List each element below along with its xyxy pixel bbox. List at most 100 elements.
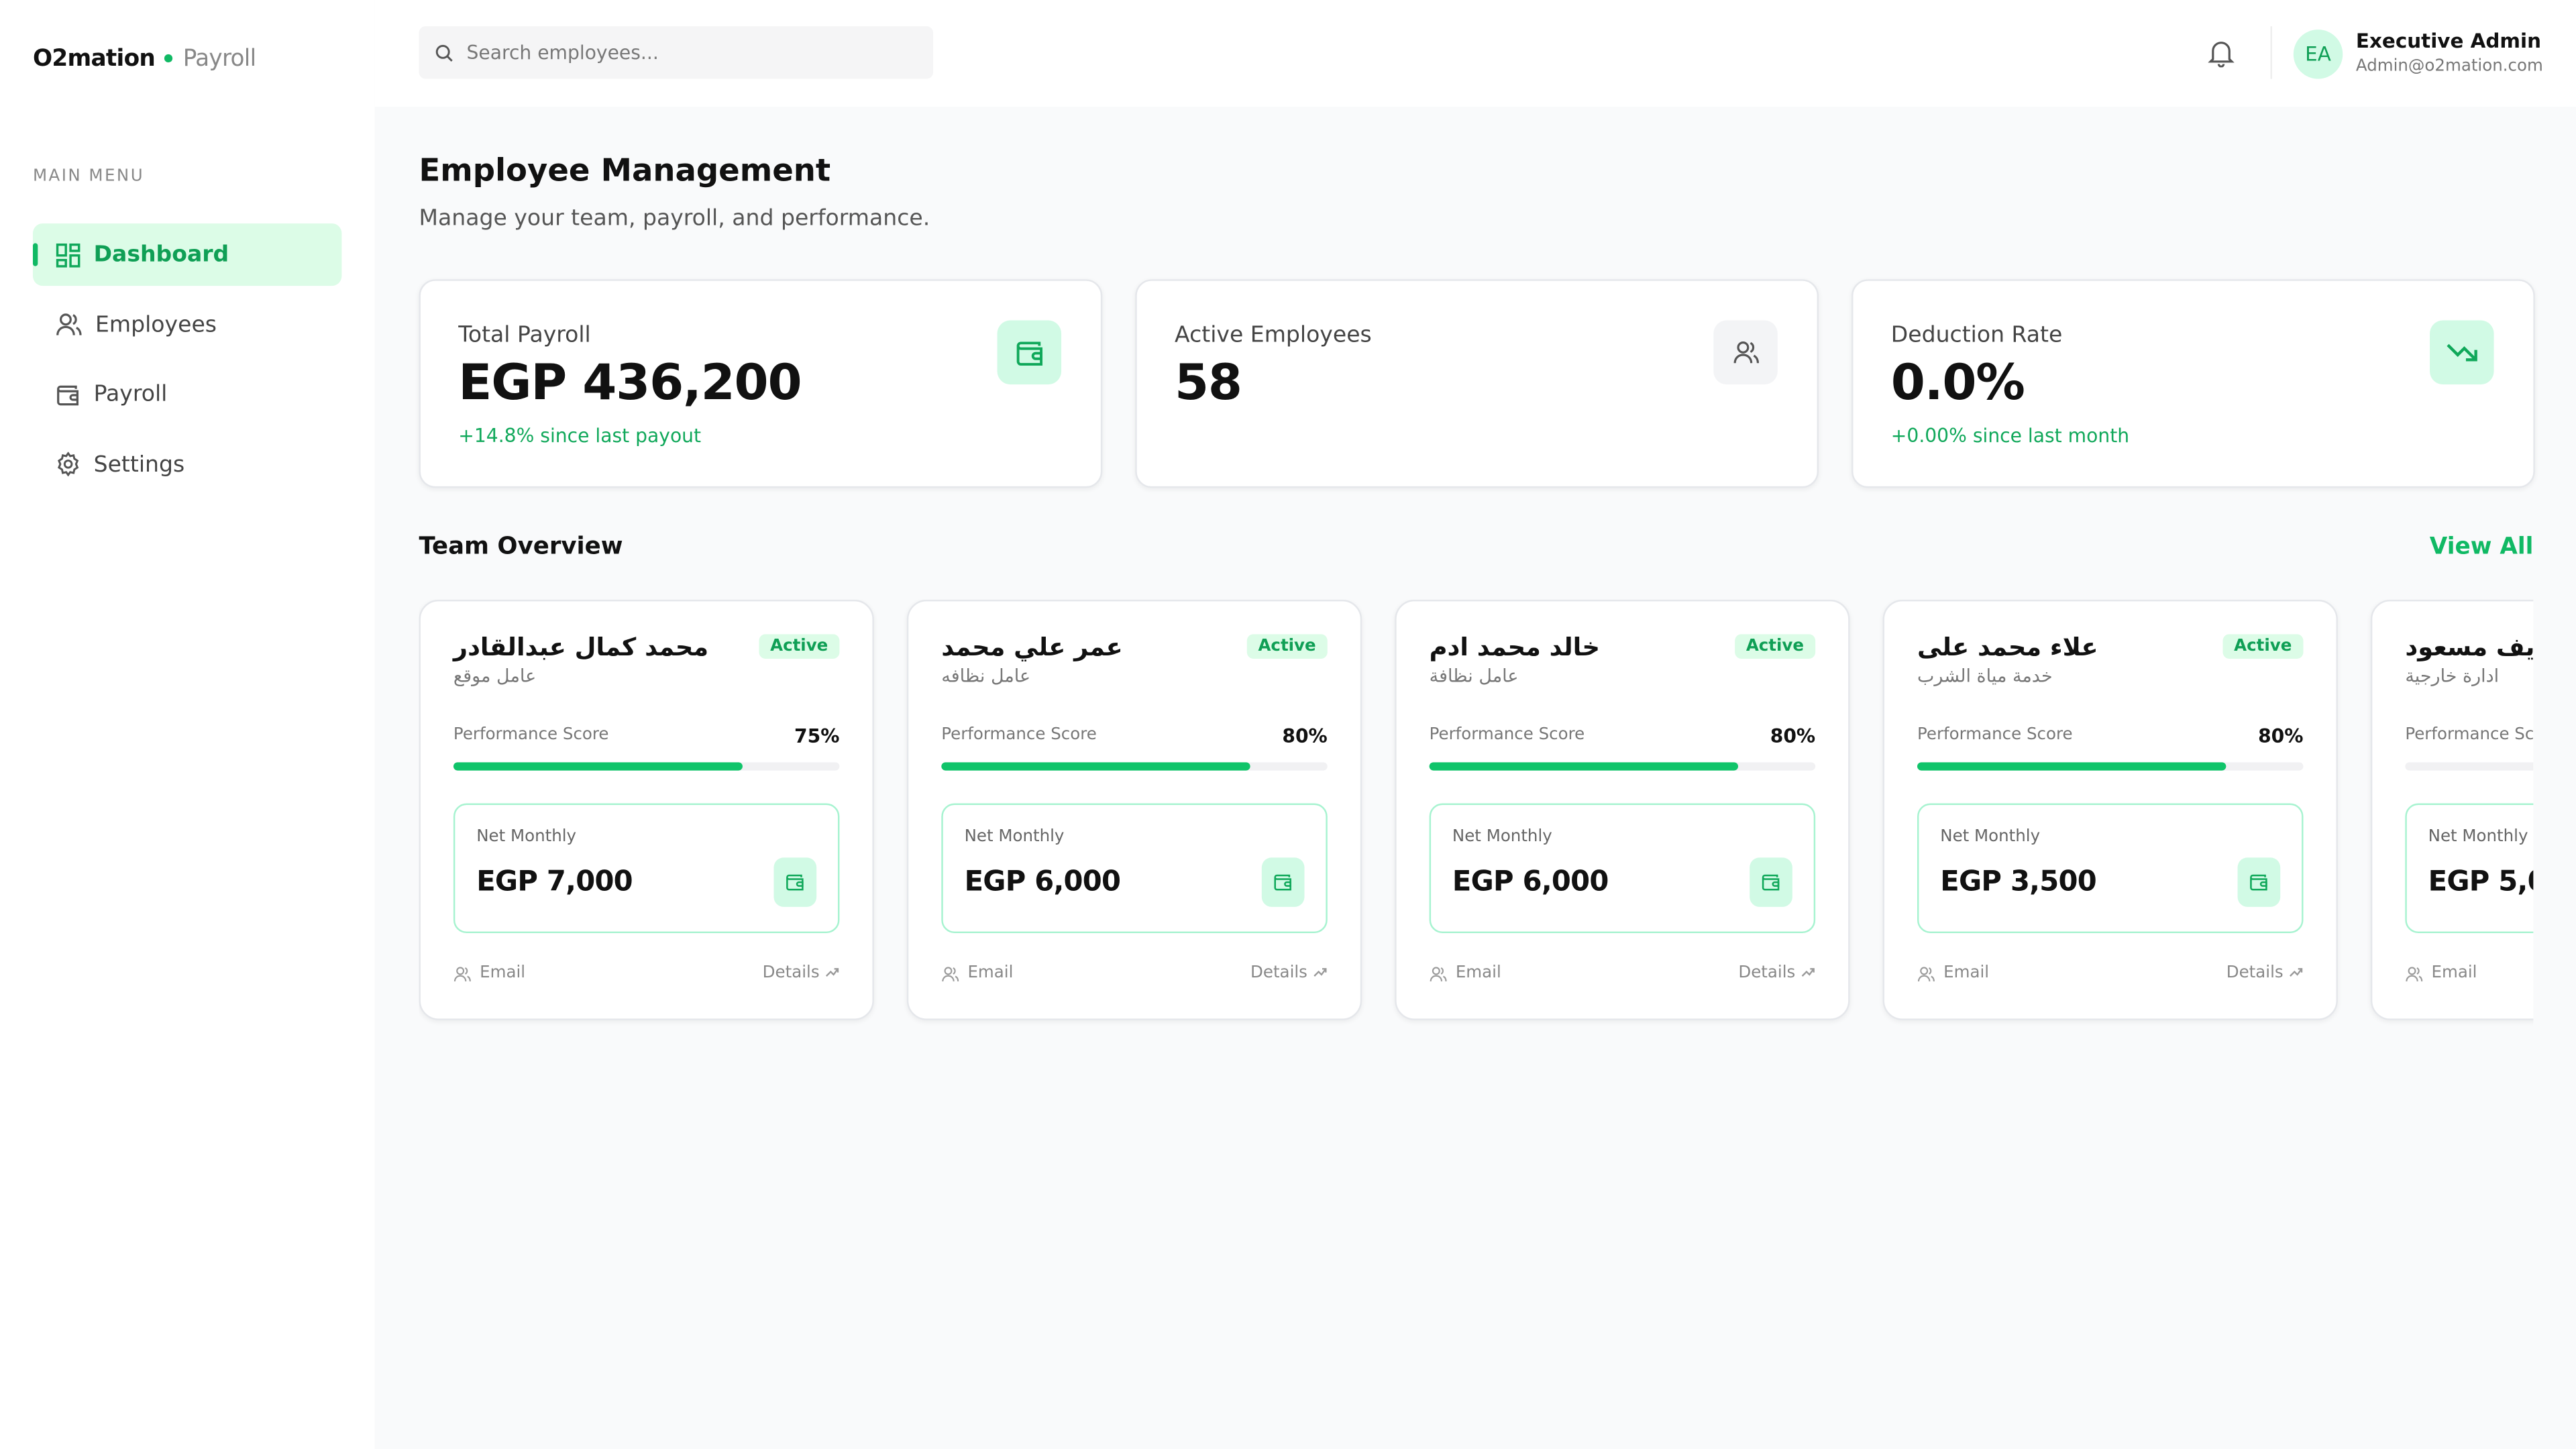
status-badge: Active	[2222, 634, 2304, 659]
employee-card[interactable]: عمر علي محمد عامل نظافه Active Performance …	[906, 599, 1362, 1020]
details-link[interactable]: Details	[1738, 965, 1815, 983]
nav-label: Payroll	[93, 381, 168, 408]
email-label: Email	[2431, 964, 2477, 983]
nav-label: Employees	[95, 311, 217, 338]
net-box: Net Monthly EGP 3,500	[1917, 803, 2304, 934]
net-label: Net Monthly	[2428, 828, 2528, 847]
search-icon	[435, 44, 453, 61]
employee-name: خالد محمد ادم	[1429, 632, 1600, 662]
nav-icon	[58, 451, 79, 477]
net-label: Net Monthly	[1452, 828, 1552, 847]
net-label: Net Monthly	[476, 828, 577, 847]
details-link[interactable]: Details	[1250, 965, 1328, 983]
brand[interactable]: O2mation Payroll	[33, 46, 256, 72]
brand-name: O2mation	[32, 46, 156, 72]
view-all[interactable]: View All	[2429, 533, 2534, 561]
topbar: Search employees... EA Executive Admin A…	[374, 0, 2576, 107]
score-label: Performance Score	[1917, 726, 2073, 745]
user-email: Admin@o2mation.com	[2355, 57, 2543, 76]
nav-item[interactable]: Dashboard	[32, 223, 342, 286]
team-title: Team Overview	[419, 533, 623, 561]
email-link[interactable]: Email	[453, 965, 525, 983]
stat-label: Active Employees	[1175, 322, 1372, 349]
details-icon	[2290, 968, 2303, 977]
nav: Dashboard Employees Payroll Settings	[32, 223, 342, 502]
nav-icon	[56, 242, 80, 267]
stat-icon	[2430, 320, 2494, 385]
page-subtitle: Manage your team, payroll, and performan…	[419, 205, 930, 232]
score-track	[1429, 762, 1816, 771]
net-amount: EGP 5,000	[2428, 865, 2534, 899]
score-value: 80%	[2258, 724, 2304, 748]
nav-icon	[57, 384, 79, 405]
details-icon	[1801, 968, 1815, 977]
stat-delta: +14.8% since last payout	[458, 423, 702, 447]
email-label: Email	[1943, 964, 1990, 983]
net-label: Net Monthly	[1940, 828, 2041, 847]
net-icon	[773, 857, 817, 907]
divider	[2270, 26, 2272, 79]
net-icon	[1261, 857, 1305, 907]
net-box: Net Monthly EGP 5,000	[2405, 803, 2534, 934]
employee-card[interactable]: شريف مسعود ادارة خارجية Performance Score N…	[2370, 599, 2534, 1020]
status-badge: Active	[1246, 634, 1328, 659]
employee-role: عامل نظافه	[941, 665, 1031, 687]
stats: Total Payroll EGP 436,200 +14.8% since las…	[419, 279, 2535, 488]
notification-bell[interactable]	[2208, 40, 2235, 68]
score-label: Performance Score	[1429, 726, 1585, 745]
brand-dot	[164, 54, 174, 63]
net-icon	[1750, 857, 1792, 907]
score-bar	[453, 762, 743, 771]
email-label: Email	[480, 964, 526, 983]
score-track	[1917, 762, 2304, 771]
team-cards: محمد كمال عبدالقادر عامل موقع Active Perfor…	[419, 599, 2534, 1030]
score-bar	[1917, 762, 2226, 771]
stat-card: Deduction Rate 0.0% +0.00% since last mont…	[1851, 279, 2535, 488]
score-track	[941, 762, 1328, 771]
email-link[interactable]: Email	[1917, 965, 1989, 983]
net-icon	[2237, 857, 2281, 907]
employee-card[interactable]: محمد كمال عبدالقادر عامل موقع Active Perfor…	[419, 599, 874, 1020]
employee-name: عمر علي محمد	[941, 632, 1123, 662]
email-link[interactable]: Email	[941, 965, 1013, 983]
score-value: 80%	[1770, 724, 1816, 748]
details-link[interactable]: Details	[763, 965, 840, 983]
brand-product: Payroll	[182, 46, 256, 72]
net-label: Net Monthly	[964, 828, 1065, 847]
employee-card[interactable]: علاء محمد على خدمة مياة الشرب Active Perfor…	[1882, 599, 2338, 1020]
net-amount: EGP 3,500	[1940, 865, 2097, 899]
email-link[interactable]: Email	[2405, 965, 2477, 983]
stat-value: 58	[1175, 354, 1242, 413]
status-badge: Active	[1734, 634, 1816, 659]
net-amount: EGP 7,000	[476, 865, 633, 899]
net-amount: EGP 6,000	[1452, 865, 1609, 899]
score-label: Performance Score	[2405, 726, 2534, 745]
employee-role: عامل نظافة	[1429, 665, 1519, 687]
sidebar: O2mation Payroll MAIN MENU Dashboard Emplo…	[0, 0, 375, 1449]
nav-item[interactable]: Payroll	[33, 363, 341, 425]
employee-card[interactable]: خالد محمد ادم عامل نظافة Active Performance…	[1395, 599, 1850, 1020]
score-bar	[941, 762, 1250, 771]
nav-item[interactable]: Employees	[33, 293, 341, 356]
stat-value: 0.0%	[1890, 354, 2025, 413]
menu-title: MAIN MENU	[32, 167, 145, 186]
status-badge: Active	[758, 634, 840, 659]
email-link[interactable]: Email	[1430, 965, 1501, 983]
avatar[interactable]: EA	[2293, 30, 2343, 79]
details-link[interactable]: Details	[2226, 965, 2304, 983]
nav-item[interactable]: Settings	[33, 433, 341, 495]
net-box: Net Monthly EGP 7,000	[453, 803, 840, 934]
user-name: Executive Admin	[2355, 30, 2542, 53]
email-label: Email	[1455, 964, 1501, 983]
employee-name: محمد كمال عبدالقادر	[453, 632, 709, 662]
score-label: Performance Score	[941, 726, 1097, 745]
page-title: Employee Management	[419, 152, 831, 189]
score-track	[453, 762, 840, 771]
score-track	[2405, 762, 2534, 771]
stat-card: Total Payroll EGP 436,200 +14.8% since las…	[419, 279, 1103, 488]
search-box[interactable]: Search employees...	[419, 26, 934, 79]
stat-card: Active Employees 58	[1135, 279, 1819, 488]
stat-delta: +0.00% since last month	[1890, 423, 2130, 447]
search-placeholder: Search employees...	[466, 41, 659, 64]
